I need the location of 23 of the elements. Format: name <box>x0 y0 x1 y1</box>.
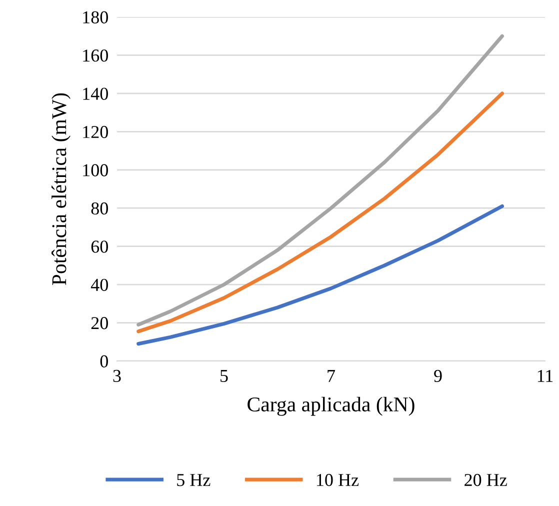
line-series <box>136 34 504 326</box>
x-tick-label: 9 <box>434 370 442 382</box>
x-tick-label: 7 <box>328 370 335 382</box>
y-tick-label: 80 <box>91 202 108 215</box>
legend-label: 10 Hz <box>317 474 359 486</box>
y-tick-label: 180 <box>83 11 108 24</box>
line-series <box>136 204 504 346</box>
y-tick-label: 140 <box>83 88 108 100</box>
y-tick-label: 40 <box>90 278 108 291</box>
y-tick-label: 160 <box>83 49 108 62</box>
x-tick-label: 5 <box>220 370 228 382</box>
legend-label: 20 Hz <box>464 474 507 486</box>
y-tick-label: 20 <box>91 317 108 330</box>
legend-label: 5 Hz <box>177 474 210 486</box>
y-axis-title: Potência elétrica (mW) <box>52 93 70 285</box>
x-tick-label: 3 <box>113 370 121 382</box>
y-tick-label: 60 <box>91 240 108 253</box>
x-axis-title: Carga aplicada (kN) <box>248 396 414 416</box>
y-tick-label: 0 <box>100 355 108 368</box>
y-tick-label: 100 <box>83 164 108 176</box>
line-series <box>136 92 504 334</box>
x-tick-label: 11 <box>538 370 553 382</box>
y-tick-label: 120 <box>83 126 108 138</box>
